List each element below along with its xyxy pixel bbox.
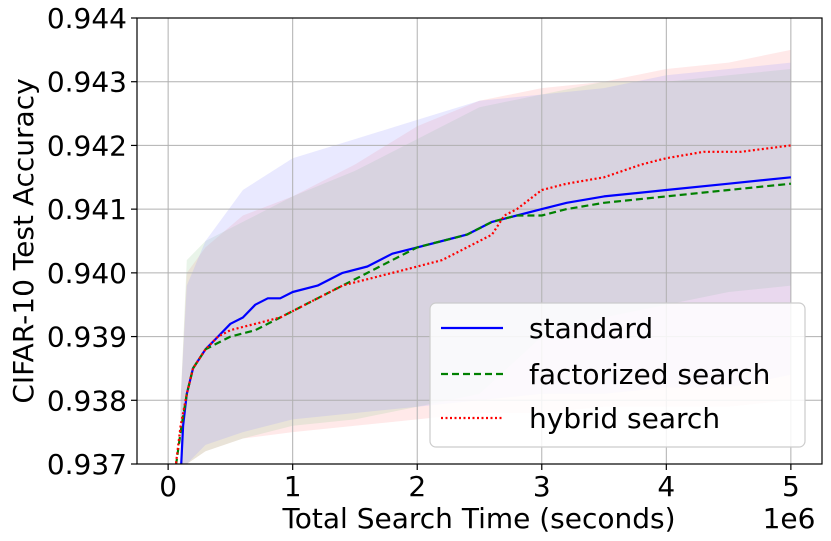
y-tick-label-0: 0.937 xyxy=(47,448,127,481)
legend-label-factorized-search: factorized search xyxy=(529,358,770,391)
legend: standard factorized search hybrid search xyxy=(429,302,806,448)
axis-ticks: 0 1 2 3 4 5 0.937 0.938 0.939 0.940 0.941 0.942 0.94… xyxy=(47,2,800,503)
y-tick-label-5: 0.942 xyxy=(47,129,127,162)
x-tick-label-5: 5 xyxy=(782,470,800,503)
x-tick-label-0: 0 xyxy=(159,470,177,503)
y-tick-label-1: 0.938 xyxy=(47,384,127,417)
y-tick-label-7: 0.944 xyxy=(47,2,127,35)
plot-frame xyxy=(136,17,823,465)
y-tick-label-3: 0.940 xyxy=(47,257,127,290)
x-tick-label-1: 1 xyxy=(284,470,302,503)
y-tick-label-6: 0.943 xyxy=(47,66,127,99)
y-tick-label-2: 0.939 xyxy=(47,321,127,354)
series-lines xyxy=(174,144,792,464)
x-tick-label-4: 4 xyxy=(657,470,675,503)
y-axis-title: CIFAR-10 Test Accuracy xyxy=(7,78,40,403)
confidence-band-1 xyxy=(180,69,791,464)
y-tick-label-4: 0.941 xyxy=(47,193,127,226)
x-tick-label-3: 3 xyxy=(533,470,551,503)
legend-label-hybrid-search: hybrid search xyxy=(529,402,720,435)
x-axis-title: Total Search Time (seconds) xyxy=(281,502,675,535)
legend-box xyxy=(429,302,806,448)
legend-label-standard: standard xyxy=(529,312,653,345)
series-line-standard xyxy=(180,176,792,464)
x-tick-label-2: 2 xyxy=(408,470,426,503)
x-axis-offset-label: 1e6 xyxy=(763,502,816,535)
series-line-factorized-search xyxy=(175,182,792,464)
